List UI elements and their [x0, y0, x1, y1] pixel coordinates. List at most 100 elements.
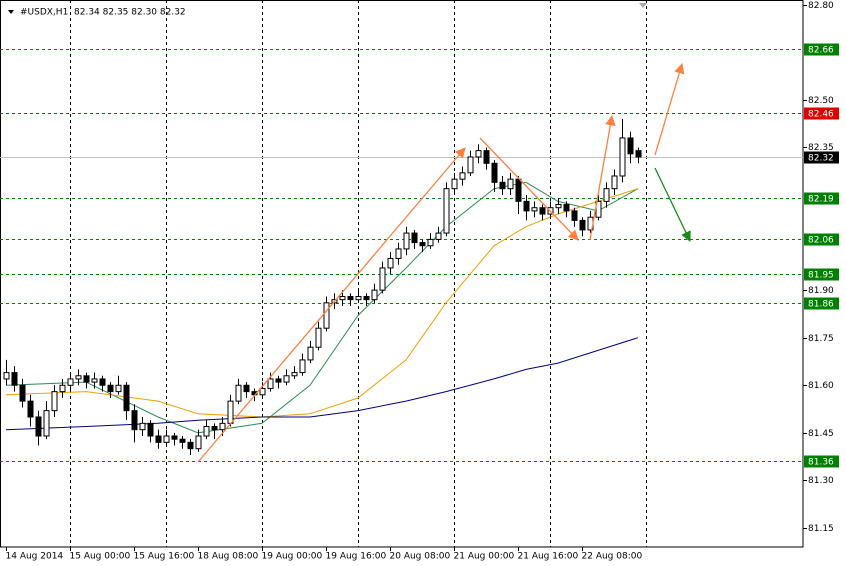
level-label: 81.36: [808, 458, 834, 468]
x-tick-label: 20 Aug 08:00: [390, 552, 451, 562]
forecast-up-arrow: [654, 63, 685, 156]
level-label: 81.86: [808, 300, 834, 310]
trend-arrow: [197, 147, 466, 463]
y-tick-label: 82.50: [808, 96, 834, 106]
level-label: 82.46: [808, 110, 834, 120]
candle-body: [59, 384, 66, 393]
candle-body: [123, 384, 130, 412]
candle-body: [619, 137, 626, 177]
candle-body: [427, 238, 434, 247]
candle-body: [27, 400, 34, 418]
candle-body: [131, 410, 138, 431]
symbol-title: #USDX,H1: [20, 8, 68, 18]
candle-body: [347, 295, 354, 301]
candle-body: [571, 210, 578, 221]
candle-body: [323, 302, 330, 329]
candle-body: [355, 295, 362, 301]
level-label-box: [804, 297, 839, 310]
level-label-box: [804, 455, 839, 468]
candle-body: [83, 375, 90, 383]
x-tick-label: 19 Aug 00:00: [262, 552, 323, 562]
candle-body: [611, 175, 618, 190]
x-tick-label: 22 Aug 08:00: [582, 552, 643, 562]
level-label: 82.06: [808, 236, 834, 246]
axes-layer: 14 Aug 2014 15 Aug 00:00 15 Aug 16:00 18 Au…: [6, 1, 839, 562]
candle-body: [371, 289, 378, 301]
x-tick-label: 18 Aug 08:00: [198, 552, 259, 562]
level-label-box: [804, 107, 839, 120]
level-label-box: [804, 151, 839, 164]
candle-body: [635, 150, 642, 158]
candle-body: [147, 422, 154, 437]
x-tick-label: 14 Aug 2014: [6, 552, 64, 562]
y-tick-label: 81.30: [808, 476, 834, 486]
candle-body: [275, 378, 282, 383]
candle-body: [627, 137, 634, 155]
candle-body: [435, 232, 442, 240]
y-tick-label: 81.45: [808, 429, 834, 439]
level-label-box: [804, 233, 839, 246]
candle-body: [163, 435, 170, 443]
candle-body: [75, 375, 82, 380]
annotations: [197, 63, 691, 463]
candle-body: [91, 378, 98, 383]
candle-body: [219, 422, 226, 431]
grid-layer: [70, 0, 647, 547]
candle-body: [299, 359, 306, 374]
candle-body: [475, 150, 482, 158]
y-tick-label: 81.15: [808, 524, 834, 534]
candle-body: [195, 435, 202, 450]
candle-body: [291, 372, 298, 377]
ohlc-label: 82.34 82.35 82.30 82.32: [74, 8, 186, 18]
level-label-box: [804, 43, 839, 56]
candle-body: [379, 267, 386, 291]
candle-body: [483, 150, 490, 164]
plot-frame: [0, 0, 804, 548]
candle-body: [259, 387, 266, 396]
candle-body: [99, 378, 106, 386]
candle-body: [187, 441, 194, 450]
candle-body: [491, 162, 498, 183]
candle-body: [235, 384, 242, 402]
candle-body: [43, 410, 50, 437]
candle-body: [395, 248, 402, 259]
level-label-box: [804, 192, 839, 205]
candle-body: [243, 384, 250, 393]
trend-arrow: [479, 137, 579, 241]
candle-body: [403, 232, 410, 250]
candle-body: [555, 204, 562, 209]
candle-body: [179, 438, 186, 443]
candle-body: [603, 188, 610, 202]
trend-arrow: [589, 114, 616, 241]
candle-body: [507, 178, 514, 190]
candle-body: [19, 384, 26, 402]
y-tick-label: 81.60: [808, 381, 834, 391]
menu-triangle: [8, 10, 14, 14]
y-tick-label: 82.80: [808, 1, 834, 11]
candle-body: [107, 384, 114, 393]
candle-body: [579, 219, 586, 231]
candle-body: [387, 257, 394, 269]
x-tick-label: 19 Aug 16:00: [326, 552, 387, 562]
candle-body: [443, 188, 450, 234]
candle-body: [363, 295, 370, 301]
moving-average: [5, 337, 639, 431]
candle-body: [539, 207, 546, 215]
candle-body: [115, 384, 122, 393]
candle-body: [531, 207, 538, 212]
x-tick-label: 15 Aug 16:00: [134, 552, 195, 562]
forecast-down-arrow: [654, 167, 691, 242]
x-tick-label: 21 Aug 00:00: [454, 552, 515, 562]
candle-body: [3, 372, 10, 380]
candle-body: [307, 346, 314, 361]
candle-body: [411, 232, 418, 244]
levels-layer: [0, 49, 803, 462]
candle-body: [227, 400, 234, 424]
candle-body: [11, 372, 18, 386]
candle-body: [459, 172, 466, 180]
candle-body: [315, 327, 322, 348]
candle-body: [563, 204, 570, 212]
candle-body: [499, 181, 506, 190]
level-label: 81.95: [808, 271, 834, 281]
